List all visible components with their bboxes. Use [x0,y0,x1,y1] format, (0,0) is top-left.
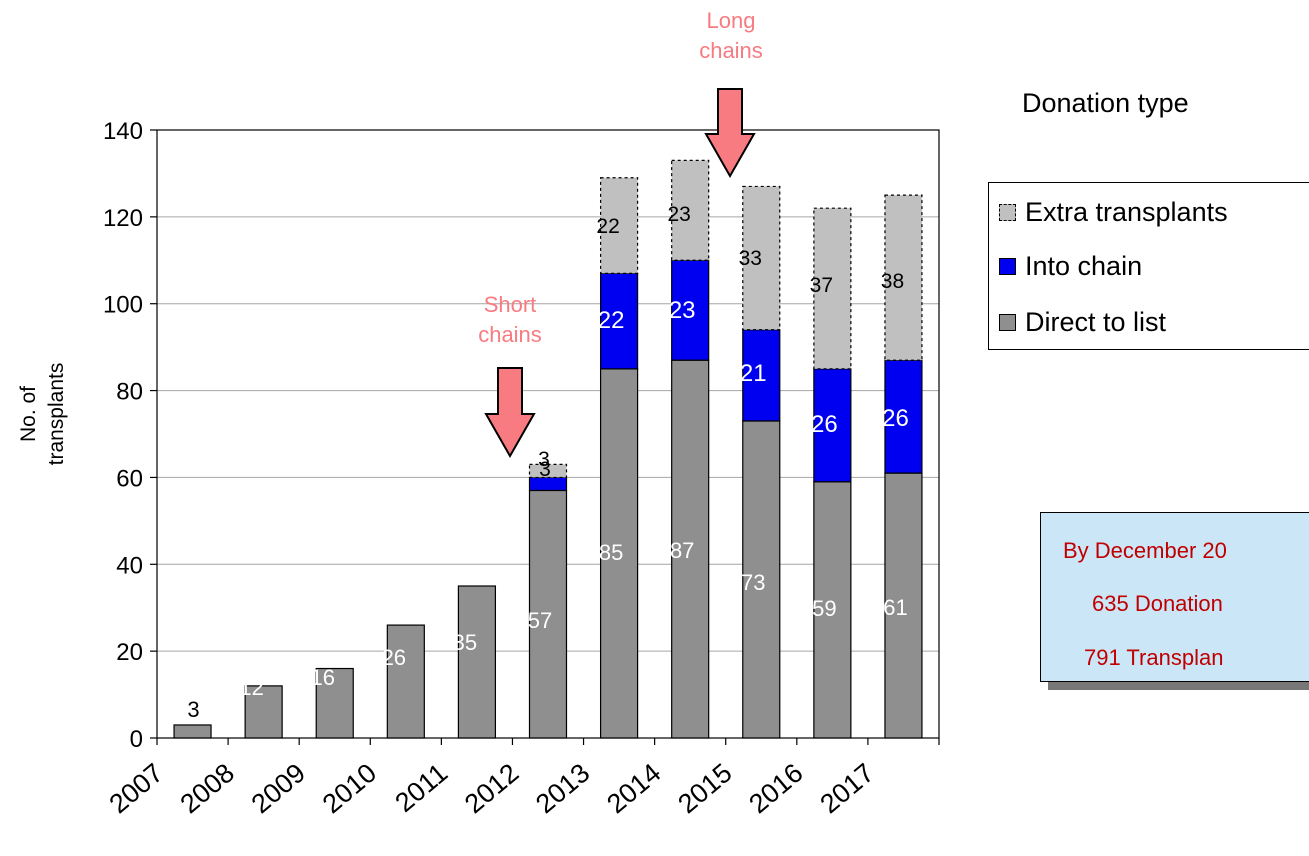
short-chains-line2: chains [478,322,542,347]
data-label: 16 [310,665,334,690]
x-tick-label: 2015 [672,758,737,820]
bar-extra-transplants [813,207,852,370]
info-line-3: 791 Transplan [1084,645,1224,670]
legend-item-into-chain: Into chain [999,251,1142,281]
long-chains-line2: chains [699,38,763,63]
y-axis-title: No. of [17,386,40,442]
bar-into-chain [599,272,639,370]
info-box: By December 20 635 Donation 791 Transpla… [1040,512,1309,682]
bar-into-chain [671,259,710,361]
legend: Extra transplants Into chain Direct to l… [988,182,1309,350]
bar-into-chain [742,329,781,422]
bar-into-chain [813,368,852,483]
data-label: 12 [239,675,263,700]
bar-direct-to-list [813,481,852,739]
data-label: 23 [668,203,691,226]
data-label: 26 [811,411,838,438]
bar-direct-to-list [244,685,283,739]
info-line-2: 635 Donation [1092,591,1223,616]
legend-swatch-into-chain [999,257,1016,275]
legend-swatch-direct [999,313,1016,331]
legend-label-extra: Extra transplants [1025,196,1228,227]
x-tick-label: 2007 [104,758,169,820]
data-label: 3 [538,448,550,471]
data-label: 26 [882,405,909,432]
y-tick-label: 20 [116,639,143,666]
legend-label-into-chain: Into chain [1025,250,1143,281]
bar-direct-to-list [457,585,497,739]
x-tick-label: 2010 [317,758,382,820]
long-chains-line1: Long [706,8,756,33]
legend-item-direct-to-list: Direct to list [999,307,1166,337]
y-tick-label: 100 [103,292,143,319]
y-tick-label: 60 [116,465,143,492]
data-label: 22 [596,215,619,238]
long-chains-arrow [704,88,756,179]
data-label: 26 [382,645,406,670]
bar-extra-transplants [528,463,568,479]
data-label: 22 [598,307,625,334]
bar-direct-to-list [173,724,212,739]
data-label: 38 [881,270,904,293]
data-label: 85 [599,540,623,565]
data-label: 21 [740,360,767,387]
y-tick-label: 140 [103,118,143,145]
legend-item-extra-transplants: Extra transplants [999,197,1228,227]
data-label: 3 [187,697,199,722]
bar-extra-transplants [742,185,781,331]
data-label: 23 [669,297,696,324]
bar-direct-to-list [315,667,354,739]
y-tick-label: 40 [116,552,143,579]
x-tick-label: 2012 [459,758,524,820]
bar-into-chain [884,359,923,474]
x-tick-label: 2013 [530,758,595,820]
y-tick-label: 0 [130,726,143,753]
bar-extra-transplants [884,194,923,361]
x-tick-label: 2017 [814,758,879,820]
legend-swatch-extra [999,203,1016,221]
x-tick-label: 2014 [601,758,666,820]
data-label: 73 [741,570,765,595]
data-label: 35 [453,630,477,655]
data-label: 37 [810,274,833,297]
bar-direct-to-list [386,624,425,739]
bar-extra-transplants [671,159,710,261]
long-chains-callout: Long chains [676,6,786,66]
y-tick-label: 120 [103,205,143,232]
data-label: 61 [883,595,907,620]
bar-extra-transplants [599,177,639,274]
x-tick-label: 2016 [743,758,808,820]
data-label: 33 [739,247,762,270]
legend-label-direct: Direct to list [1025,306,1167,337]
legend-title: Donation type [1022,88,1189,118]
data-label: 3 [539,458,551,481]
short-chains-line1: Short [483,292,537,317]
y-tick-label: 80 [116,379,143,406]
x-tick-label: 2008 [175,758,240,820]
info-line-1: By December 20 [1063,538,1227,563]
data-label: 87 [670,538,694,563]
data-label: 57 [528,608,552,633]
bar-direct-to-list [599,368,639,739]
x-tick-label: 2009 [246,758,311,820]
data-label: 59 [812,596,836,621]
short-chains-arrow [484,367,536,459]
short-chains-callout: Short chains [455,290,565,350]
x-tick-label: 2011 [389,758,453,818]
y-axis-title: transplants [45,363,68,466]
